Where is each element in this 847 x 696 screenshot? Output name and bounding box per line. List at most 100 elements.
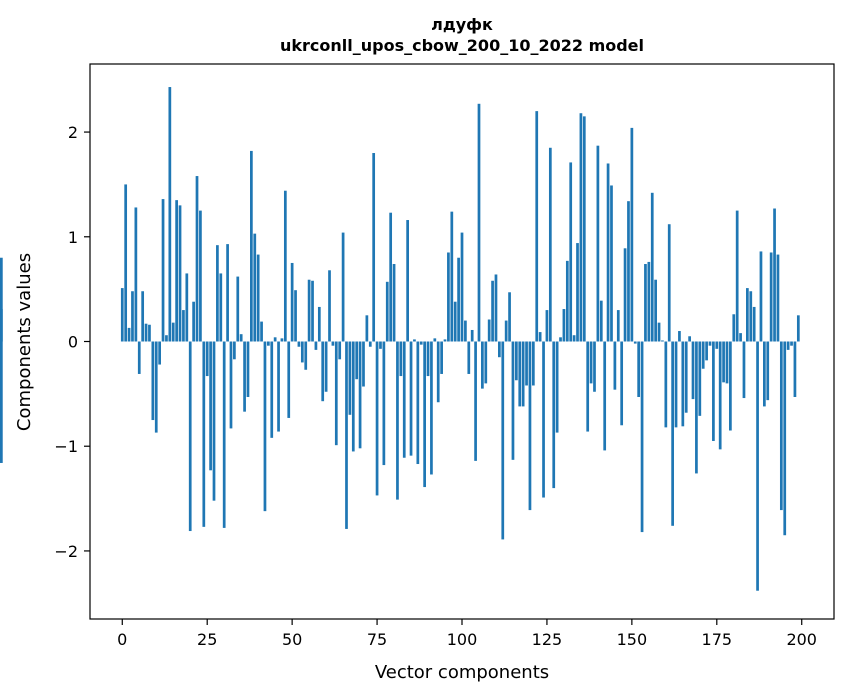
- bar-86: [413, 339, 416, 342]
- bar-87: [416, 341, 420, 465]
- bar-161: [667, 224, 671, 342]
- bar-191: [769, 252, 773, 342]
- bar-138: [589, 341, 593, 384]
- bar-31: [226, 244, 229, 342]
- bar-51: [294, 290, 297, 342]
- bar-84: [406, 220, 409, 342]
- bar-184: [746, 288, 749, 342]
- bar-27: [212, 341, 216, 501]
- bar-81: [396, 341, 399, 500]
- bar-28: [216, 245, 219, 342]
- bar-45: [273, 337, 277, 342]
- bar-139: [593, 341, 596, 392]
- bar-134: [576, 243, 579, 342]
- y-tick-label: 2: [68, 123, 78, 142]
- bar-124: [542, 341, 545, 498]
- bar-36: [243, 341, 246, 412]
- bar-89: [423, 341, 426, 488]
- bar-148: [623, 248, 627, 342]
- bar-65: [341, 232, 345, 342]
- bar-133: [572, 335, 576, 342]
- bar-48: [283, 190, 287, 342]
- x-axis-label: Vector components: [375, 662, 549, 683]
- bar-197: [790, 341, 793, 346]
- bar-156: [650, 192, 654, 342]
- bar-154: [644, 264, 647, 342]
- bar-123: [538, 332, 542, 342]
- bar-34: [236, 276, 240, 342]
- bar-88: [419, 341, 423, 345]
- bar-30: [222, 341, 226, 528]
- bar-73: [368, 341, 372, 347]
- bar-77: [382, 341, 386, 466]
- bar-4: [134, 207, 138, 342]
- bar-152: [637, 341, 641, 397]
- bar-171: [701, 341, 705, 369]
- bar-180: [732, 314, 736, 342]
- bar-110: [494, 274, 498, 342]
- bar-69: [355, 341, 359, 380]
- x-tick-label: 175: [702, 630, 733, 649]
- bar-186: [752, 306, 756, 342]
- x-tick-label: 75: [367, 630, 387, 649]
- bar-122: [535, 111, 539, 342]
- bar-166: [684, 341, 688, 413]
- bar-126: [548, 147, 552, 342]
- x-tick-label: 125: [532, 630, 563, 649]
- y-tick-label: −2: [54, 542, 78, 561]
- bar-16: [175, 200, 178, 342]
- bar-90: [426, 341, 430, 377]
- bar-143: [606, 163, 610, 342]
- bar-113: [504, 320, 508, 342]
- bar-12: [161, 199, 165, 342]
- bar-8: [148, 324, 151, 342]
- chart-subtitle: ukrconll_upos_cbow_200_10_2022 model: [280, 36, 644, 55]
- bar-131: [565, 260, 569, 342]
- bar-188: [759, 251, 763, 342]
- bar-91: [430, 341, 433, 475]
- bar-118: [521, 341, 525, 407]
- bar-13: [165, 335, 168, 342]
- bar-121: [531, 341, 535, 386]
- bars-layer: [0, 87, 800, 591]
- bar-114: [508, 292, 511, 342]
- bar-181: [735, 210, 739, 342]
- bar-103: [470, 329, 474, 342]
- bar-104: [474, 341, 477, 461]
- bar-62: [331, 341, 335, 346]
- bar-150: [630, 127, 634, 342]
- bar-167: [688, 336, 691, 342]
- bar-137: [586, 341, 590, 432]
- bar-18: [182, 310, 185, 342]
- bar-145: [613, 341, 617, 390]
- bar-53: [300, 341, 304, 363]
- bar-105: [477, 103, 481, 342]
- bar-179: [729, 341, 732, 431]
- bar-96: [447, 252, 450, 342]
- bar-49: [287, 341, 291, 418]
- bar-190: [766, 341, 770, 401]
- bar-17: [178, 205, 182, 342]
- bar-44: [270, 341, 274, 438]
- bar-115: [511, 341, 515, 460]
- bar-202: [0, 309, 3, 342]
- bar-160: [664, 341, 668, 428]
- bar-149: [627, 201, 630, 342]
- bar-71: [362, 341, 365, 387]
- bar-162: [671, 341, 674, 526]
- bar-176: [718, 341, 722, 450]
- x-tick-label: 25: [197, 630, 217, 649]
- x-tick-label: 150: [617, 630, 648, 649]
- bar-92: [433, 338, 437, 342]
- bar-20: [188, 341, 192, 532]
- bar-76: [379, 341, 382, 349]
- bar-70: [358, 341, 362, 449]
- bar-151: [633, 341, 637, 344]
- bar-82: [399, 341, 403, 377]
- bar-99: [457, 257, 460, 342]
- bar-42: [263, 341, 267, 512]
- bar-57: [314, 341, 318, 350]
- bar-63: [334, 341, 338, 446]
- bar-189: [763, 341, 766, 407]
